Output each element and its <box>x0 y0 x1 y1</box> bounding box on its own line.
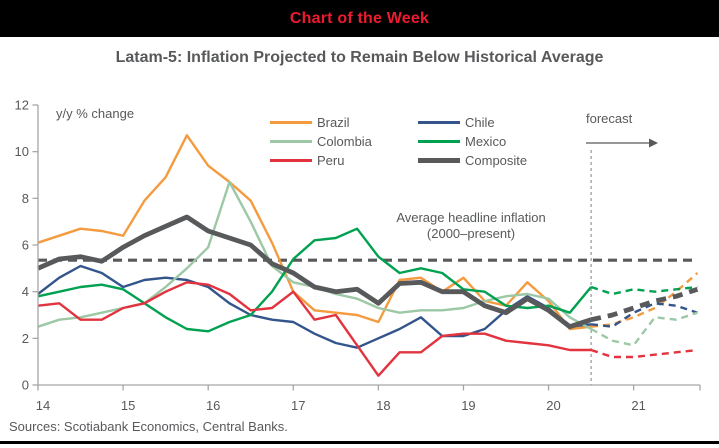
legend-item-peru: Peru <box>270 152 345 168</box>
x-tick-label: 15 <box>121 398 135 413</box>
y-axis-unit-label: y/y % change <box>56 106 135 121</box>
header-banner: Chart of the Week <box>0 0 719 37</box>
y-tick-label: 6 <box>22 238 29 253</box>
legend-item-chile: Chile <box>418 114 495 130</box>
legend-label-brazil: Brazil <box>317 114 350 130</box>
legend-item-brazil: Brazil <box>270 114 350 130</box>
series-line-composite <box>37 214 592 330</box>
average-line-annotation-line2: (2000–present) <box>426 225 516 241</box>
series-line-peru <box>37 281 592 377</box>
x-tick-label: 18 <box>376 398 390 413</box>
average-line-annotation: Average headline inflation (2000–present… <box>380 210 562 241</box>
average-line-annotation-line1: Average headline inflation <box>396 210 546 225</box>
series-line-chile <box>37 264 592 349</box>
x-tick-label: 17 <box>291 398 305 413</box>
forecast-label: forecast <box>586 111 633 126</box>
legend-label-composite: Composite <box>465 152 528 168</box>
series-forecast-line-chile <box>590 302 698 328</box>
y-tick-label: 4 <box>22 284 29 299</box>
series-line-mexico <box>37 227 593 333</box>
legend-item-mexico: Mexico <box>418 133 507 149</box>
legend-swatch-peru <box>270 158 312 162</box>
x-tick-label: 14 <box>36 398 50 413</box>
series-forecast-line-peru <box>590 348 698 359</box>
series-forecast-line-composite <box>590 287 699 323</box>
legend-label-peru: Peru <box>317 152 345 168</box>
y-tick-label: 10 <box>15 144 29 159</box>
bottom-border <box>0 441 719 444</box>
y-tick-label: 8 <box>22 191 29 206</box>
legend-swatch-composite <box>418 157 460 163</box>
legend-label-colombia: Colombia <box>317 133 372 149</box>
legend-swatch-brazil <box>270 120 312 124</box>
x-tick-label: 20 <box>546 398 560 413</box>
legend-swatch-colombia <box>270 139 312 143</box>
legend-item-colombia: Colombia <box>270 133 372 149</box>
series-forecast-line-colombia <box>590 311 698 347</box>
y-tick-label: 2 <box>22 331 29 346</box>
forecast-arrow-head <box>649 138 658 148</box>
x-tick-label: 16 <box>206 398 220 413</box>
series-forecast-line-brazil <box>590 272 699 328</box>
legend-item-composite: Composite <box>418 152 528 168</box>
legend-label-mexico: Mexico <box>465 133 507 149</box>
legend-swatch-chile <box>418 120 460 124</box>
series-forecast-line-mexico <box>590 285 698 296</box>
chart-title: Latam-5: Inflation Projected to Remain B… <box>115 49 604 66</box>
x-tick-label: 21 <box>631 398 645 413</box>
legend-swatch-mexico <box>418 139 460 143</box>
y-tick-label: 12 <box>15 98 29 113</box>
legend-label-chile: Chile <box>465 114 495 130</box>
source-note: Sources: Scotiabank Economics, Central B… <box>9 419 288 434</box>
x-tick-label: 19 <box>461 398 475 413</box>
banner-title: Chart of the Week <box>289 9 430 27</box>
series-line-brazil <box>37 134 592 331</box>
y-tick-label: 0 <box>22 378 29 393</box>
